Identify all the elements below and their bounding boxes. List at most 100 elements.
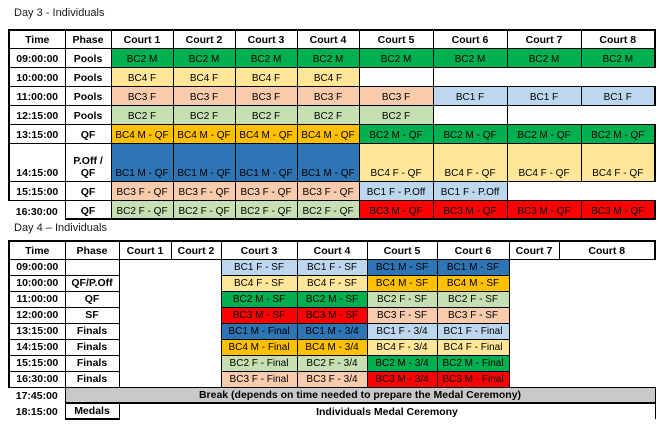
phase-cell: Pools — [64, 66, 112, 87]
empty-cell — [581, 105, 655, 124]
court-cell: BC3 M - 3/4 — [366, 370, 438, 388]
empty-cell — [171, 323, 221, 339]
empty-cell — [509, 339, 559, 355]
court-cell: BC2 M - SF — [296, 290, 368, 308]
day3-row: 11:00:00 Pools BC3 F BC3 F BC3 F BC3 F BC3 F BC… — [8, 85, 656, 106]
court-cell: BC1 M - QF — [110, 142, 174, 182]
time-header: Time — [8, 29, 66, 49]
court-cell: BC3 F - QF — [172, 180, 236, 201]
empty-cell — [433, 67, 507, 86]
phase-cell: Finals — [64, 338, 120, 356]
time-cell: 16:30:00 — [15, 205, 58, 218]
empty-cell — [581, 67, 655, 86]
empty-cell — [119, 339, 171, 355]
court-header: Court 8 — [580, 29, 656, 49]
phase-cell: Pools — [64, 47, 112, 68]
court-header: Court 4 — [296, 29, 360, 49]
court-cell: BC1 F - 3/4 — [366, 322, 438, 340]
court-cell: BC2 M — [358, 47, 434, 68]
phase-cell: QF — [64, 180, 112, 201]
day4-schedule-table: Time Phase Court 1 Court 2 Court 3 Court 4 Cou… — [8, 240, 656, 420]
phase-cell: P.Off / QF — [64, 142, 112, 182]
court-cell: BC2 F — [172, 104, 236, 125]
empty-cell — [509, 323, 559, 339]
court-header: Court 2 — [172, 29, 236, 49]
day4-row: 18:15:00 Medals Individuals Medal Ceremony — [9, 402, 656, 420]
day4-row: 15:15:00 Finals BC2 F - Final BC2 F - 3/4 BC… — [8, 354, 655, 372]
time-header: Time — [8, 240, 66, 260]
court-cell: BC2 M — [432, 47, 508, 68]
day4-row: 14:15:00 Finals BC4 M - Final BC4 M - 3/4 BC… — [8, 338, 655, 356]
court-cell: BC4 F - 3/4 — [366, 338, 438, 356]
court-cell: BC3 M - SF — [296, 306, 368, 324]
court-cell: BC1 M - Final — [220, 322, 298, 340]
court-header: Court 3 — [220, 240, 298, 260]
court-header: Court 1 — [110, 29, 174, 49]
phase-cell: Finals — [64, 322, 120, 340]
empty-cell — [507, 67, 581, 86]
court-cell: BC3 F — [110, 85, 174, 106]
court-cell: BC4 F - SF — [220, 274, 298, 292]
court-cell: BC3 F - SF — [366, 306, 438, 324]
court-header: Court 5 — [366, 240, 438, 260]
court-cell: BC2 F - QF — [110, 199, 174, 220]
court-cell: BC3 F - SF — [436, 306, 510, 324]
court-cell: BC2 F — [234, 104, 298, 125]
time-cell: 10:00:00 — [8, 274, 66, 292]
court-header: Court 7 — [508, 240, 560, 260]
court-cell: BC3 F - QF — [110, 180, 174, 201]
day3-row: 16:30:00 QF BC2 F - QF BC2 F - QF BC2 F - QF… — [9, 199, 656, 220]
court-cell: BC2 F - 3/4 — [296, 354, 368, 372]
time-cell: 11:00:00 — [8, 85, 66, 106]
court-cell: BC4 F - SF — [296, 274, 368, 292]
court-cell: BC3 M - QF — [432, 199, 508, 220]
court-cell: BC2 F — [296, 104, 360, 125]
empty-cell — [509, 291, 559, 307]
phase-header: Phase — [64, 240, 120, 260]
day4-row: 17:45:00 Break (depends on time needed to… — [9, 386, 656, 404]
empty-cell — [559, 355, 655, 371]
court-cell: BC2 F - QF — [172, 199, 236, 220]
empty-cell — [171, 371, 221, 387]
court-header: Court 3 — [234, 29, 298, 49]
empty-cell — [171, 307, 221, 323]
court-cell: BC1 M - SF — [436, 258, 510, 276]
phase-cell: QF/P.Off — [64, 274, 120, 292]
court-cell: BC1 F - SF — [220, 258, 298, 276]
empty-cell — [559, 307, 655, 323]
court-cell: BC1 F — [506, 85, 582, 106]
court-cell: BC2 F - Final — [220, 354, 298, 372]
court-cell: BC4 F — [110, 66, 174, 87]
court-cell: BC4 F - Final — [436, 338, 510, 356]
empty-cell — [507, 181, 581, 200]
court-cell: BC3 M - Final — [436, 370, 510, 388]
phase-cell — [64, 258, 120, 276]
empty-cell — [171, 339, 221, 355]
court-cell: BC2 M — [234, 47, 298, 68]
phase-cell: Medals — [64, 402, 120, 420]
time-cell: 12:00:00 — [8, 306, 66, 324]
time-cell: 15:15:00 — [8, 180, 66, 201]
court-cell: BC3 M - QF — [358, 199, 434, 220]
court-cell: BC4 F - QF — [358, 142, 434, 182]
time-cell: 12:15:00 — [8, 104, 66, 125]
empty-cell — [171, 355, 221, 371]
court-cell: BC4 M - QF — [110, 123, 174, 144]
empty-cell — [509, 355, 559, 371]
court-cell: BC3 M - SF — [220, 306, 298, 324]
court-cell: BC3 F - Final — [220, 370, 298, 388]
court-header: Court 7 — [506, 29, 582, 49]
court-cell: BC1 F - P.Off — [432, 180, 508, 201]
court-cell: BC2 M - QF — [432, 123, 508, 144]
court-cell: BC4 F - QF — [580, 142, 656, 182]
empty-cell — [171, 259, 221, 275]
phase-cell: Pools — [64, 104, 112, 125]
empty-cell — [359, 67, 434, 86]
break-cell: Break (depends on time needed to prepare… — [64, 386, 656, 404]
court-cell: BC4 M - SF — [366, 274, 438, 292]
empty-cell — [119, 291, 171, 307]
time-cell: 13:15:00 — [8, 322, 66, 340]
empty-cell — [559, 259, 655, 275]
court-cell: BC4 M - SF — [436, 274, 510, 292]
day4-row: 11:00:00 QF BC2 M - SF BC2 M - SF BC2 F - SF… — [8, 290, 655, 308]
